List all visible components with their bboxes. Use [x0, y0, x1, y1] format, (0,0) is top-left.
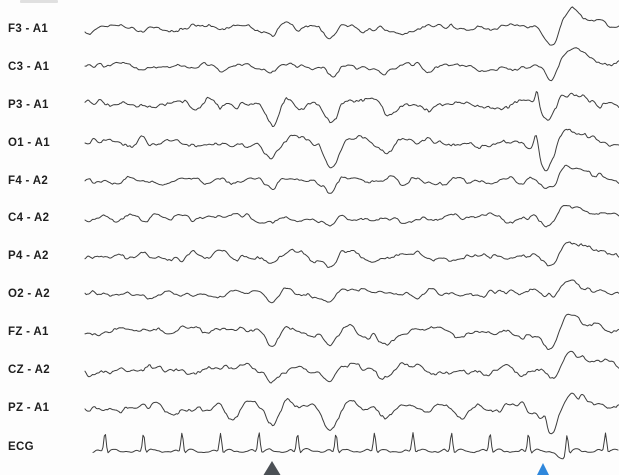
- channel-label-f3-a1: F3 - A1: [8, 23, 49, 35]
- trace-pz-a1: [84, 392, 619, 435]
- channel-label-fz-a1: FZ - A1: [8, 326, 49, 338]
- trace-o2-a2: [84, 279, 619, 304]
- trace-o1-a1: [84, 128, 619, 172]
- channel-label-p3-a1: P3 - A1: [8, 99, 49, 111]
- trace-ecg: [92, 432, 619, 460]
- channel-label-o2-a2: O2 - A2: [8, 288, 50, 300]
- channel-label-f4-a2: F4 - A2: [8, 175, 49, 187]
- trace-p4-a2: [84, 241, 619, 268]
- trace-p3-a1: [84, 91, 619, 127]
- channel-label-p4-a2: P4 - A2: [8, 250, 49, 262]
- dark-event-arrow-icon: [263, 461, 281, 475]
- trace-c3-a1: [84, 47, 619, 82]
- channel-label-o1-a1: O1 - A1: [8, 137, 50, 149]
- trace-fz-a1: [84, 313, 619, 350]
- trace-f3-a1: [84, 6, 619, 46]
- trace-f4-a2: [84, 164, 619, 194]
- top-edge-artifact: [20, 0, 58, 3]
- trace-cz-a2: [84, 350, 619, 384]
- channel-label-cz-a2: CZ - A2: [8, 364, 50, 376]
- channel-label-c4-a2: C4 - A2: [8, 212, 50, 224]
- channel-label-ecg: ECG: [8, 441, 34, 453]
- channel-label-pz-a1: PZ - A1: [8, 402, 50, 414]
- trace-c4-a2: [84, 205, 619, 228]
- blue-event-arrow-icon: [537, 463, 549, 475]
- channel-label-c3-a1: C3 - A1: [8, 61, 50, 73]
